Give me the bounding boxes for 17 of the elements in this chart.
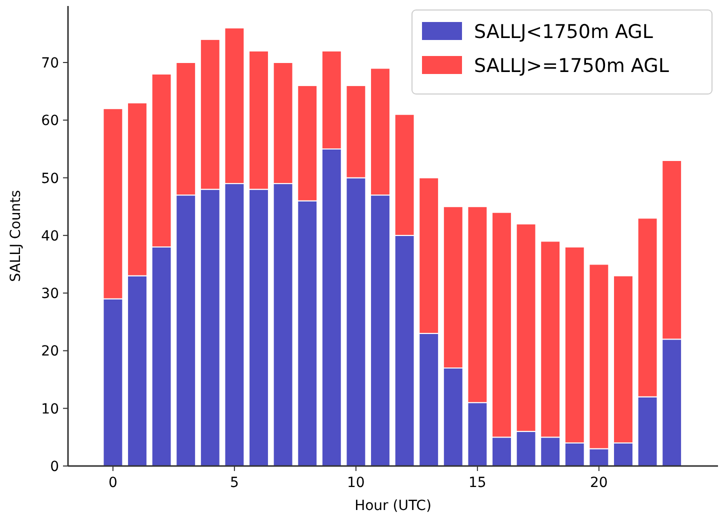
y-tick-label: 40 xyxy=(41,228,59,244)
y-tick-label: 20 xyxy=(41,344,59,360)
x-tick-label: 20 xyxy=(590,475,608,491)
y-tick-label: 0 xyxy=(50,459,59,475)
y-axis-title: SALLJ Counts xyxy=(8,190,24,282)
x-axis-title: Hour (UTC) xyxy=(354,498,432,514)
legend-label: SALLJ<1750m AGL xyxy=(474,21,654,43)
x-tick-label: 10 xyxy=(347,475,365,491)
y-tick-label: 30 xyxy=(41,286,59,302)
y-tick-label: 50 xyxy=(41,170,59,187)
legend-label: SALLJ>=1750m AGL xyxy=(474,55,670,77)
x-tick-label: 5 xyxy=(230,475,239,491)
x-tick-label: 0 xyxy=(108,475,118,491)
y-tick-label: 10 xyxy=(41,401,59,418)
y-tick-label: 70 xyxy=(41,55,59,72)
y-tick-label: 60 xyxy=(41,113,59,130)
x-tick-label: 15 xyxy=(468,475,486,491)
